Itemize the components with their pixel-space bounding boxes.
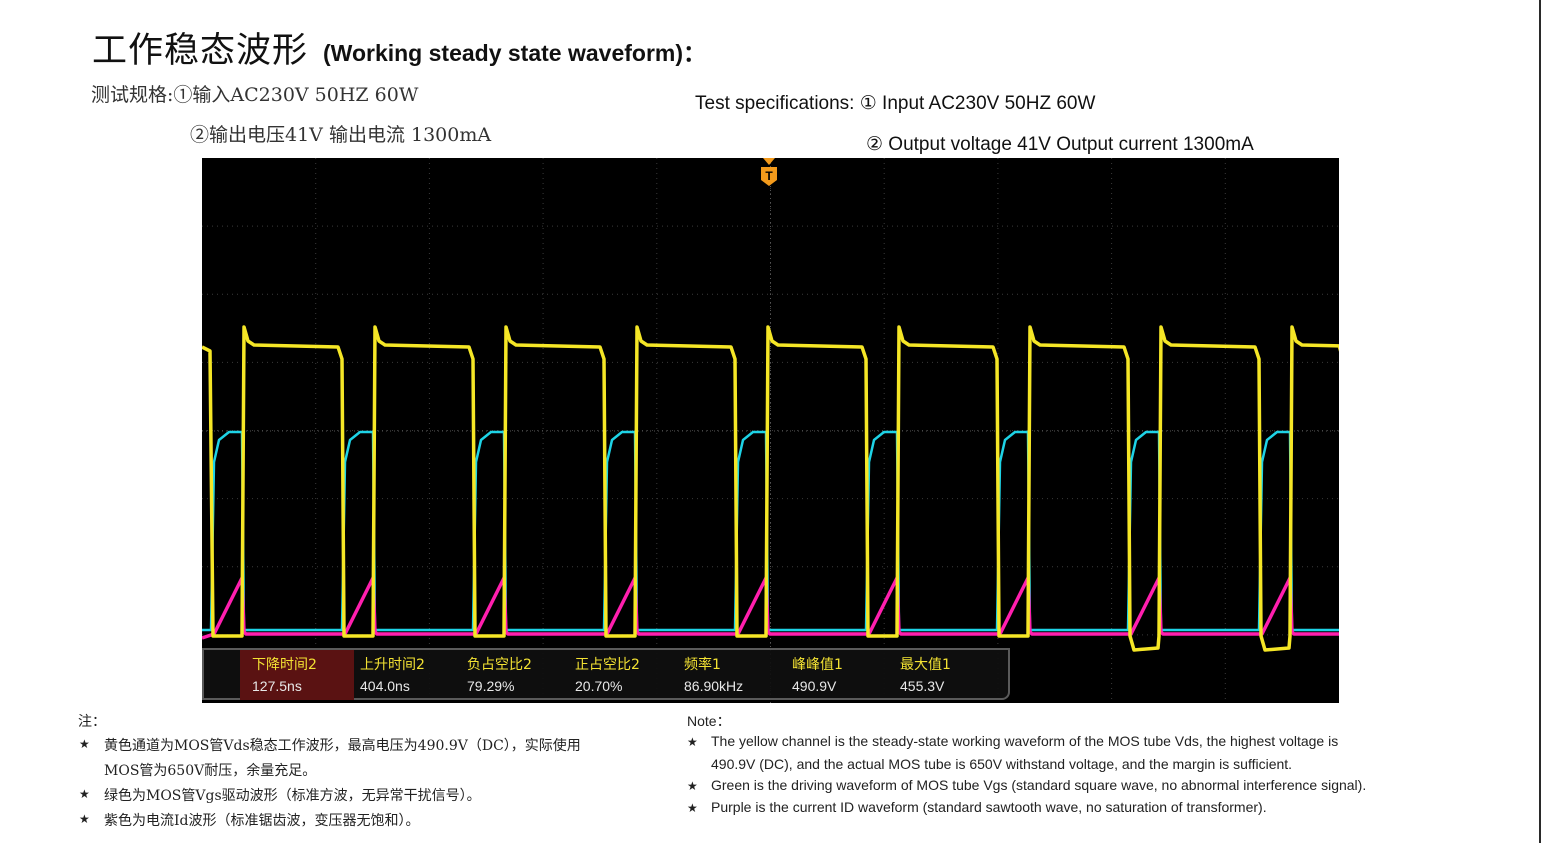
notes-zh-heading: 注： — [78, 714, 106, 730]
measurement-item: 上升时间2 404.0ns — [360, 650, 468, 700]
cyan-vgs-waveform — [202, 430, 1339, 632]
bullet-star-icon: ★ — [79, 812, 90, 826]
bullet-star-icon: ★ — [687, 735, 698, 749]
spec-en-line2: ② Output voltage 41V Output current 1300… — [866, 134, 1254, 155]
measurement-item: 频率1 86.90kHz — [684, 650, 792, 700]
notes-zh-item-3: 紫色为电流Id波形（标准锯齿波，变压器无饱和）。 — [104, 813, 420, 829]
bullet-star-icon: ★ — [687, 779, 698, 793]
measurement-item: 正占空比2 20.70% — [575, 650, 683, 700]
notes-en-item-1-cont: 490.9V (DC), and the actual MOS tube is … — [711, 756, 1293, 772]
oscilloscope-screen: T 下降时间2 127.5ns 上升时间2 404.0ns 负占空比2 79.29% 正占空… — [202, 158, 1339, 703]
measurement-value: 455.3V — [900, 678, 945, 694]
measurement-item: 负占空比2 79.29% — [467, 650, 575, 700]
notes-zh-item-1: 黄色通道为MOS管Vds稳态工作波形，最高电压为490.9V（DC），实际使用 — [104, 738, 581, 754]
measurement-label: 下降时间2 — [252, 657, 317, 673]
measurement-value: 20.70% — [575, 678, 623, 694]
measurement-panel: 下降时间2 127.5ns 上升时间2 404.0ns 负占空比2 79.29% 正占空比2… — [202, 648, 1010, 700]
bullet-star-icon: ★ — [687, 801, 698, 815]
notes-en-heading: Note： — [687, 713, 731, 729]
measurement-item: 峰峰值1 490.9V — [792, 650, 900, 700]
measurement-label: 负占空比2 — [467, 657, 532, 673]
trigger-marker-label: T — [765, 169, 773, 183]
measurement-label: 频率1 — [684, 657, 721, 673]
page-title-zh: 工作稳态波形 — [92, 31, 309, 71]
notes-en-item-1: The yellow channel is the steady-state w… — [711, 733, 1339, 749]
measurement-label: 峰峰值1 — [792, 657, 843, 673]
spec-en-line1: Test specifications: ① Input AC230V 50HZ… — [695, 93, 1096, 114]
notes-zh-item-2: 绿色为MOS管Vgs驱动波形（标准方波，无异常干扰信号）。 — [104, 788, 481, 804]
measurement-highlight — [240, 650, 354, 700]
measurement-label: 正占空比2 — [575, 657, 640, 673]
page-edge-rule — [1539, 0, 1541, 843]
measurement-value: 86.90kHz — [684, 678, 744, 694]
spec-zh-line2: ②输出电压41V 输出电流 1300mA — [190, 124, 492, 146]
bullet-star-icon: ★ — [79, 737, 90, 751]
measurement-value: 79.29% — [467, 678, 515, 694]
yellow-vds-waveform — [202, 325, 1339, 652]
page-title-en: (Working steady state waveform)： — [323, 40, 707, 66]
trigger-arrow-icon — [763, 158, 775, 165]
measurement-label: 最大值1 — [900, 657, 951, 673]
spec-zh-line1: 测试规格:①输入AC230V 50HZ 60W — [91, 84, 419, 106]
oscilloscope-waveform-plot: T — [202, 158, 1339, 703]
trigger-marker-icon — [761, 167, 777, 186]
measurement-value: 127.5ns — [252, 678, 302, 694]
measurement-label: 上升时间2 — [360, 657, 425, 673]
notes-en-item-2: Green is the driving waveform of MOS tub… — [711, 777, 1367, 793]
measurement-item: 最大值1 455.3V — [900, 650, 1008, 700]
measurement-value: 404.0ns — [360, 678, 410, 694]
bullet-star-icon: ★ — [79, 787, 90, 801]
notes-zh-item-1-cont: MOS管为650V耐压，余量充足。 — [104, 763, 317, 779]
measurement-item: 下降时间2 127.5ns — [252, 650, 360, 700]
notes-en-item-3: Purple is the current ID waveform (stand… — [711, 799, 1267, 815]
measurement-value: 490.9V — [792, 678, 837, 694]
